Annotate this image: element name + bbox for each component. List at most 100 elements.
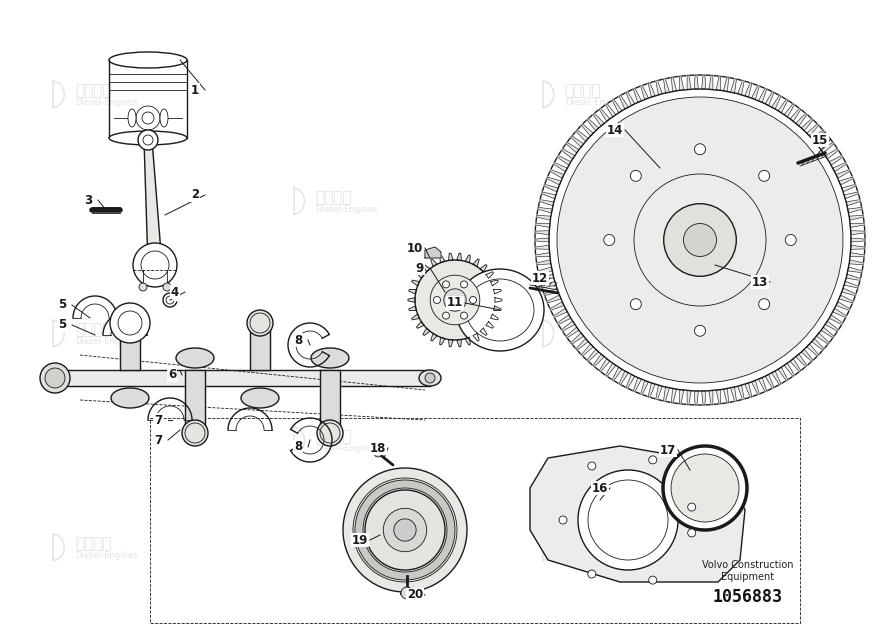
Polygon shape (851, 238, 865, 242)
Polygon shape (542, 281, 556, 288)
Text: 5: 5 (58, 299, 66, 311)
Polygon shape (546, 295, 561, 303)
Polygon shape (745, 83, 752, 97)
Text: 12: 12 (532, 272, 548, 284)
Text: 2: 2 (191, 189, 199, 201)
Polygon shape (851, 245, 865, 249)
Polygon shape (425, 247, 441, 258)
Polygon shape (581, 124, 594, 136)
Circle shape (163, 283, 171, 291)
Polygon shape (612, 367, 622, 381)
Polygon shape (806, 344, 819, 356)
Polygon shape (566, 327, 579, 338)
Polygon shape (724, 77, 729, 91)
Polygon shape (465, 255, 470, 263)
Polygon shape (581, 344, 594, 356)
Circle shape (384, 508, 426, 552)
Polygon shape (833, 308, 846, 318)
Polygon shape (535, 245, 549, 249)
Polygon shape (687, 391, 691, 404)
Polygon shape (536, 223, 550, 228)
Circle shape (663, 446, 747, 530)
Polygon shape (825, 321, 838, 331)
Polygon shape (694, 391, 699, 405)
Polygon shape (605, 104, 616, 117)
Polygon shape (829, 155, 843, 165)
Polygon shape (562, 149, 575, 159)
Ellipse shape (182, 420, 208, 446)
Polygon shape (412, 314, 419, 320)
Polygon shape (844, 281, 858, 288)
Polygon shape (716, 76, 721, 91)
Text: 10: 10 (407, 242, 423, 255)
Polygon shape (833, 162, 846, 172)
Text: 4: 4 (171, 286, 179, 299)
Polygon shape (825, 149, 838, 159)
Circle shape (401, 587, 413, 599)
Polygon shape (544, 184, 558, 192)
Polygon shape (844, 192, 858, 199)
Text: 8: 8 (294, 440, 302, 454)
Polygon shape (752, 381, 759, 394)
Text: 14: 14 (607, 123, 623, 136)
Polygon shape (738, 81, 744, 95)
Text: 11: 11 (447, 296, 463, 309)
Circle shape (649, 456, 657, 464)
Polygon shape (576, 130, 588, 142)
Polygon shape (839, 295, 854, 303)
Text: Diesel-Engines: Diesel-Engines (75, 337, 138, 346)
Polygon shape (846, 274, 861, 281)
Ellipse shape (160, 109, 168, 127)
Circle shape (664, 204, 736, 276)
Text: 13: 13 (752, 276, 768, 289)
Polygon shape (821, 142, 834, 153)
Polygon shape (671, 389, 676, 403)
Polygon shape (546, 177, 561, 185)
Polygon shape (538, 267, 552, 272)
Text: 3: 3 (84, 194, 92, 206)
Polygon shape (790, 359, 801, 372)
Polygon shape (537, 260, 551, 265)
Circle shape (785, 235, 797, 245)
Circle shape (758, 299, 770, 309)
Polygon shape (752, 86, 759, 99)
Circle shape (365, 490, 445, 570)
Circle shape (535, 75, 865, 405)
Polygon shape (846, 199, 861, 206)
Polygon shape (431, 259, 437, 267)
Ellipse shape (117, 310, 143, 336)
Text: 1056883: 1056883 (713, 588, 783, 606)
Polygon shape (440, 255, 445, 263)
Polygon shape (850, 253, 864, 257)
Polygon shape (724, 389, 729, 403)
Ellipse shape (241, 388, 279, 408)
Circle shape (138, 130, 158, 150)
Polygon shape (417, 272, 424, 279)
Polygon shape (731, 79, 736, 93)
Polygon shape (701, 75, 706, 89)
Polygon shape (656, 81, 662, 95)
Circle shape (688, 529, 696, 537)
Polygon shape (473, 333, 479, 341)
Text: Diesel-Engines: Diesel-Engines (564, 551, 627, 560)
Circle shape (470, 296, 476, 304)
Polygon shape (570, 333, 584, 344)
Polygon shape (806, 124, 819, 136)
Polygon shape (648, 83, 655, 97)
Polygon shape (544, 288, 558, 296)
Text: Diesel-Engines: Diesel-Engines (564, 337, 627, 346)
Polygon shape (538, 208, 552, 213)
Polygon shape (599, 108, 610, 121)
Text: 7: 7 (154, 413, 162, 426)
Text: Equipment: Equipment (722, 572, 774, 582)
Polygon shape (535, 231, 549, 235)
Circle shape (343, 468, 467, 592)
Polygon shape (457, 253, 461, 260)
Text: Diesel-Engines: Diesel-Engines (75, 98, 138, 107)
Circle shape (694, 144, 706, 155)
Polygon shape (796, 354, 807, 367)
Text: 15: 15 (812, 133, 829, 147)
Polygon shape (530, 446, 745, 582)
Polygon shape (656, 385, 662, 399)
Text: 9: 9 (416, 262, 425, 274)
